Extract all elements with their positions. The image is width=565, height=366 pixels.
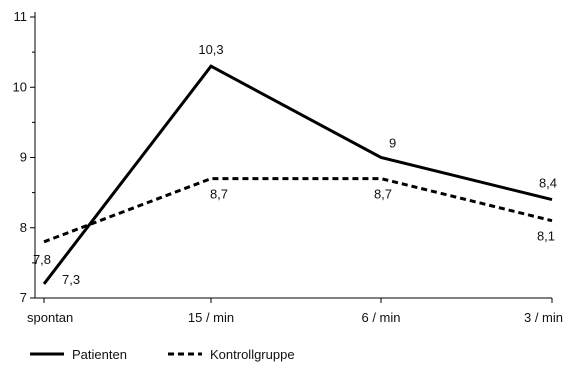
data-label-patienten: 8,4 — [539, 176, 557, 191]
legend-label-kontrollgruppe: Kontrollgruppe — [210, 347, 295, 362]
x-tick-label: 3 / min — [524, 310, 563, 325]
x-tick-label: spontan — [27, 310, 73, 325]
y-tick-label: 11 — [14, 9, 28, 24]
series-line-kontrollgruppe — [43, 177, 553, 244]
data-label-patienten: 10,3 — [198, 42, 223, 57]
series-lines — [42, 64, 553, 285]
data-label-kontrollgruppe: 8,1 — [537, 229, 555, 244]
y-tick-label: 10 — [13, 79, 27, 94]
x-tick-label: 15 / min — [188, 310, 234, 325]
y-tick-label: 8 — [20, 220, 27, 235]
data-label-kontrollgruppe: 7,8 — [33, 252, 51, 267]
series-line-patienten — [42, 64, 553, 285]
axes — [34, 12, 552, 299]
legend-label-patienten: Patienten — [72, 347, 127, 362]
legend: Patienten Kontrollgruppe — [30, 347, 295, 362]
data-label-kontrollgruppe: 8,7 — [374, 187, 392, 202]
y-axis-ticks: 7 8 9 10 11 — [13, 9, 35, 305]
y-tick-label: 9 — [20, 150, 27, 165]
data-labels: 7,3 10,3 9 8,4 7,8 8,7 8,7 8,1 — [33, 42, 557, 287]
data-label-patienten: 9 — [389, 136, 396, 151]
data-label-patienten: 7,3 — [62, 272, 80, 287]
data-label-kontrollgruppe: 8,7 — [210, 187, 228, 202]
x-tick-label: 6 / min — [361, 310, 400, 325]
y-tick-label: 7 — [20, 290, 27, 305]
x-axis-ticks: spontan 15 / min 6 / min 3 / min — [27, 298, 563, 325]
